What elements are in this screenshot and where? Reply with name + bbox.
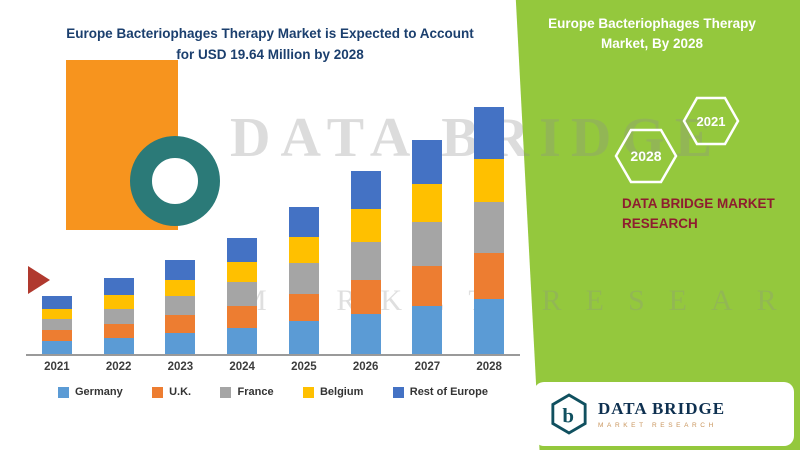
stacked-bar-chart: 2021 2022 2023 2024 2025 2026 2027 2028	[26, 100, 520, 373]
data-bridge-logo-icon: b	[551, 393, 587, 435]
watermark-market-research: MARKET RESEARCH	[240, 284, 800, 317]
x-axis-label-2024: 2024	[229, 361, 255, 373]
x-axis-label-2025: 2025	[291, 361, 317, 373]
legend-item-belgium: Belgium	[302, 386, 364, 398]
legend-item-u-k-: U.K.	[152, 386, 191, 398]
bar-segment-france	[474, 201, 505, 254]
x-axis-label-2021: 2021	[44, 361, 70, 373]
bar-segment-germany	[165, 332, 196, 354]
bar-segment-germany	[103, 337, 134, 354]
bar-segment-rest-of-europe	[41, 296, 72, 309]
legend-swatch-icon	[220, 386, 232, 398]
bar-plot	[26, 100, 520, 356]
bar-segment-belgium	[350, 209, 381, 242]
legend-label: France	[237, 386, 274, 398]
bar-segment-rest-of-europe	[227, 238, 258, 263]
legend-item-france: France	[220, 386, 274, 398]
bar-segment-rest-of-europe	[103, 278, 134, 295]
bar-segment-belgium	[288, 236, 319, 264]
bar-segment-rest-of-europe	[412, 139, 443, 184]
bar-segment-france	[288, 263, 319, 294]
bar-2021	[41, 296, 72, 354]
legend-swatch-icon	[152, 386, 164, 398]
bar-2023	[165, 259, 196, 354]
bar-segment-france	[165, 296, 196, 316]
bar-segment-germany	[288, 321, 319, 354]
bar-segment-belgium	[103, 294, 134, 309]
chart-title-line1: Europe Bacteriophages Therapy Market is …	[66, 26, 474, 41]
bar-segment-germany	[412, 306, 443, 354]
legend-label: Rest of Europe	[409, 386, 488, 398]
x-axis-labels: 2021 2022 2023 2024 2025 2026 2027 2028	[26, 356, 520, 373]
svg-text:b: b	[562, 404, 574, 428]
legend-item-germany: Germany	[58, 386, 123, 398]
bar-2027	[412, 139, 443, 354]
bar-segment-germany	[227, 327, 258, 354]
bar-segment-rest-of-europe	[474, 106, 505, 159]
x-axis-label-2027: 2027	[414, 361, 441, 373]
chart-title-line2: for USD 19.64 Million by 2028	[176, 46, 364, 62]
bar-segment-germany	[474, 298, 505, 354]
bar-2022	[103, 278, 134, 354]
bar-segment-belgium	[412, 183, 443, 222]
legend-item-rest-of-europe: Rest of Europe	[392, 386, 488, 398]
bar-segment-belgium	[474, 158, 505, 202]
bar-segment-france	[350, 241, 381, 280]
bar-segment-belgium	[227, 262, 258, 283]
bar-segment-u-k-	[350, 279, 381, 314]
chart-title: Europe Bacteriophages Therapy Market is …	[36, 24, 504, 66]
bar-segment-u-k-	[474, 253, 505, 299]
logo-card: b DATA BRIDGE MARKET RESEARCH	[534, 382, 794, 446]
legend-swatch-icon	[302, 386, 314, 398]
logo-subtitle: MARKET RESEARCH	[598, 422, 717, 429]
bar-2024	[227, 238, 258, 354]
decorative-logo-ring	[130, 136, 220, 226]
legend-swatch-icon	[392, 386, 404, 398]
right-green-panel	[515, 0, 800, 450]
x-axis-label-2026: 2026	[352, 361, 379, 373]
bar-2028	[474, 106, 505, 354]
bar-segment-u-k-	[412, 265, 443, 307]
x-axis-label-2023: 2023	[167, 361, 194, 373]
legend-label: Belgium	[319, 386, 364, 398]
bar-segment-germany	[41, 341, 72, 354]
logo-text-block: DATA BRIDGE MARKET RESEARCH	[598, 399, 725, 429]
bar-segment-france	[412, 221, 443, 266]
legend-label: U.K.	[169, 386, 192, 398]
bar-segment-belgium	[41, 308, 72, 319]
bar-segment-u-k-	[227, 306, 258, 328]
chart-legend: Germany U.K. France Belgium Rest of Europe	[58, 386, 488, 398]
bar-segment-u-k-	[41, 330, 72, 342]
bar-segment-france	[103, 308, 134, 324]
bar-2026	[350, 171, 381, 354]
bar-segment-u-k-	[288, 293, 319, 322]
bar-segment-u-k-	[103, 323, 134, 338]
bar-segment-france	[227, 282, 258, 307]
legend-label: Germany	[75, 386, 123, 398]
bar-segment-germany	[350, 313, 381, 354]
legend-swatch-icon	[58, 386, 69, 398]
x-axis-label-2022: 2022	[105, 361, 132, 373]
bar-segment-rest-of-europe	[288, 206, 319, 237]
bar-segment-france	[41, 318, 72, 331]
logo-name: DATA BRIDGE	[598, 399, 726, 418]
bar-segment-rest-of-europe	[350, 171, 381, 210]
bar-segment-belgium	[165, 279, 196, 297]
bar-segment-rest-of-europe	[165, 259, 196, 280]
bar-segment-u-k-	[165, 315, 196, 333]
x-axis-label-2028: 2028	[476, 361, 502, 373]
bar-2025	[288, 206, 319, 354]
